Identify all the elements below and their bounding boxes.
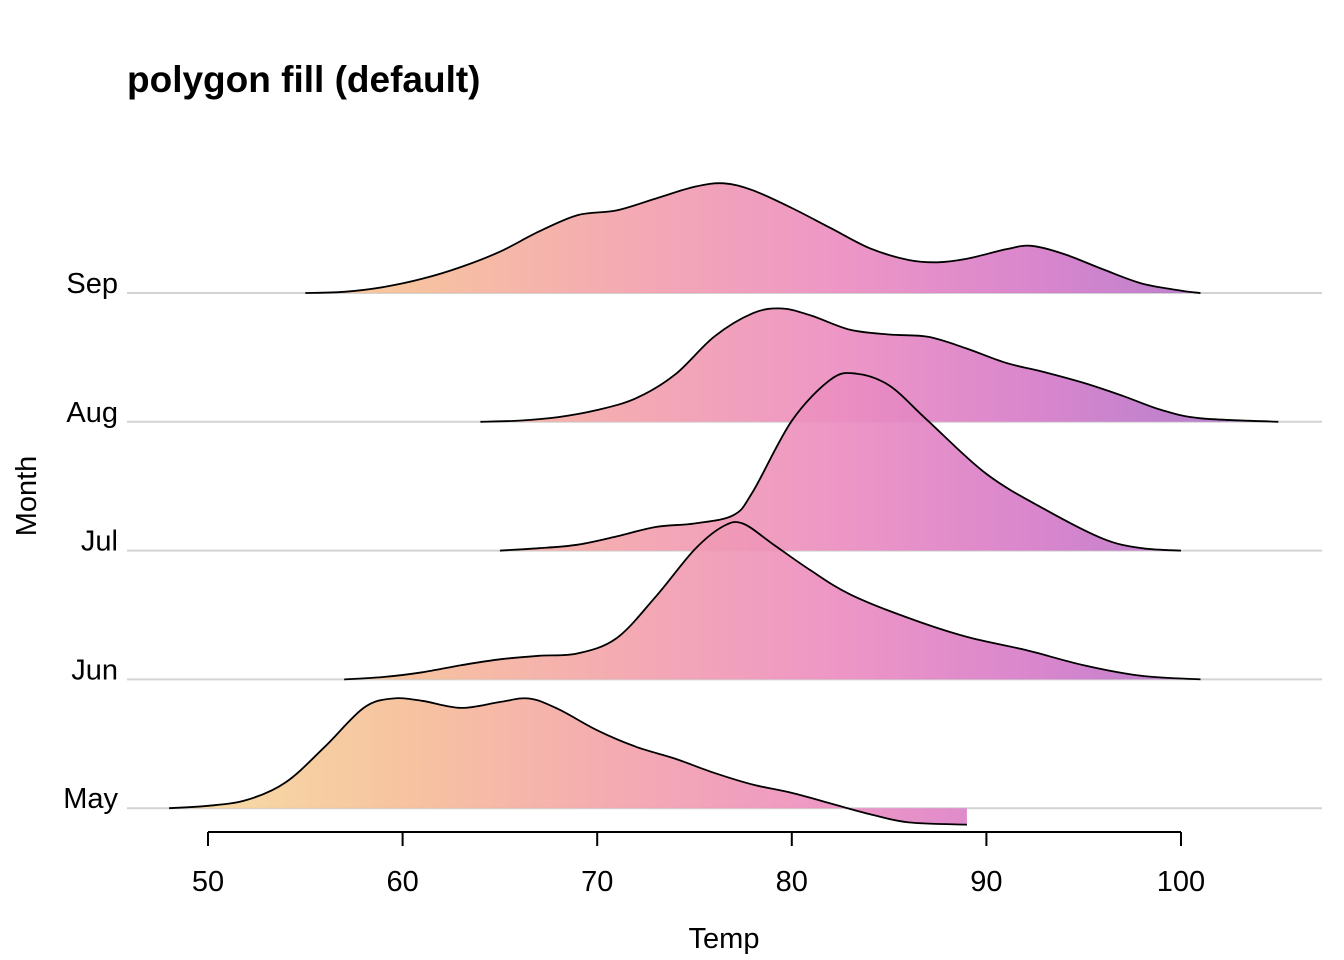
ridge-area-jul bbox=[499, 372, 1181, 551]
y-tick-label-sep: Sep bbox=[66, 268, 118, 300]
y-tick-label-jul: Jul bbox=[81, 526, 118, 558]
ridge-area-jun bbox=[344, 521, 1201, 680]
x-axis: 50 60 70 80 90 100 bbox=[192, 831, 1205, 898]
y-tick-label-jun: Jun bbox=[71, 654, 118, 686]
ridges-layer: Sep Aug Jul Jun May bbox=[63, 182, 1322, 826]
x-tick-label-100: 100 bbox=[1157, 866, 1205, 898]
x-axis-label: Temp bbox=[689, 923, 760, 955]
ridge-line-may bbox=[169, 697, 967, 826]
ridge-area-aug bbox=[480, 308, 1279, 422]
ridge-area-may bbox=[169, 698, 967, 825]
y-tick-label-may: May bbox=[63, 783, 118, 815]
ridge-line-jul bbox=[499, 372, 1182, 552]
ridge-line-aug bbox=[480, 307, 1279, 423]
ridge-line-sep bbox=[305, 182, 1201, 294]
chart-title: polygon fill (default) bbox=[127, 59, 481, 100]
x-tick-label-90: 90 bbox=[970, 866, 1002, 898]
y-axis-label: Month bbox=[11, 456, 43, 537]
x-tick-label-80: 80 bbox=[776, 866, 808, 898]
y-tick-label-aug: Aug bbox=[66, 397, 118, 429]
x-tick-label-60: 60 bbox=[386, 866, 418, 898]
x-tick-label-70: 70 bbox=[581, 866, 613, 898]
ridge-area-sep bbox=[305, 183, 1201, 293]
x-tick-label-50: 50 bbox=[192, 866, 224, 898]
ridge-line-jun bbox=[344, 521, 1201, 681]
